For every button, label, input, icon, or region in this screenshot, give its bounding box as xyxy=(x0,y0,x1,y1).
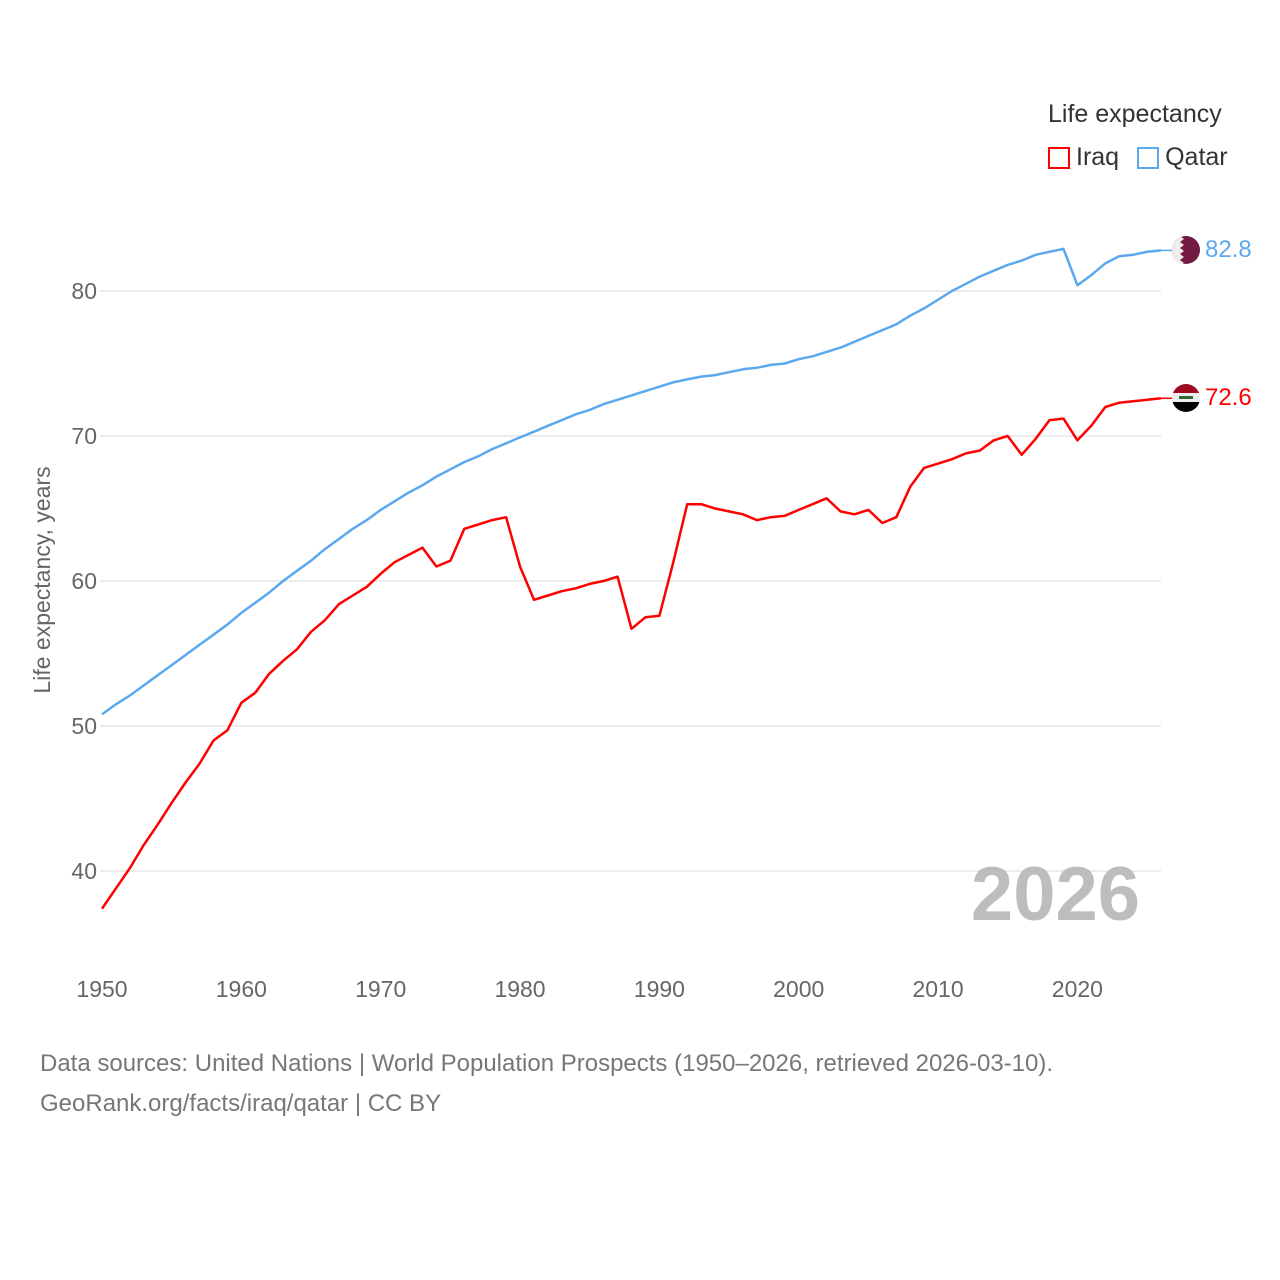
y-tick-label: 40 xyxy=(71,858,97,884)
x-tick-label: 1970 xyxy=(355,976,406,1002)
x-tick-label: 1960 xyxy=(216,976,267,1002)
legend-title: Life expectancy xyxy=(1048,100,1222,128)
legend-label-qatar: Qatar xyxy=(1165,143,1228,171)
series-line-qatar xyxy=(101,247,1162,716)
legend: Iraq Qatar xyxy=(1048,143,1228,172)
x-tick-label: 1980 xyxy=(494,976,545,1002)
source-line-2[interactable]: GeoRank.org/facts/iraq/qatar | CC BY xyxy=(40,1090,442,1117)
iraq-end-value: 72.6 xyxy=(1205,384,1252,411)
iraq-flag-icon xyxy=(1172,384,1200,412)
y-tick-label: 60 xyxy=(71,568,97,594)
source-line-1: Data sources: United Nations | World Pop… xyxy=(40,1050,1054,1077)
y-tick-label: 50 xyxy=(71,713,97,739)
x-tick-label: 1950 xyxy=(76,976,127,1002)
iraq-swatch xyxy=(1048,146,1070,169)
qatar-end-value: 82.8 xyxy=(1205,236,1252,263)
x-tick-label: 2020 xyxy=(1052,976,1103,1002)
legend-label-iraq: Iraq xyxy=(1076,143,1120,171)
legend-item-iraq[interactable]: Iraq xyxy=(1048,143,1119,172)
y-tick-label: 80 xyxy=(71,278,97,304)
legend-item-qatar[interactable]: Qatar xyxy=(1137,143,1228,172)
qatar-flag-icon xyxy=(1172,236,1200,264)
year-watermark: 2026 xyxy=(971,852,1140,937)
y-axis-label: Life expectancy, years xyxy=(29,466,55,693)
y-tick-label: 70 xyxy=(71,423,97,449)
x-tick-label: 1990 xyxy=(634,976,685,1002)
series-line-iraq xyxy=(100,397,1162,910)
source-note: Data sources: United Nations | World Pop… xyxy=(40,1044,1053,1124)
x-tick-label: 2010 xyxy=(912,976,963,1002)
qatar-swatch xyxy=(1137,146,1160,169)
x-tick-label: 2000 xyxy=(773,976,824,1002)
